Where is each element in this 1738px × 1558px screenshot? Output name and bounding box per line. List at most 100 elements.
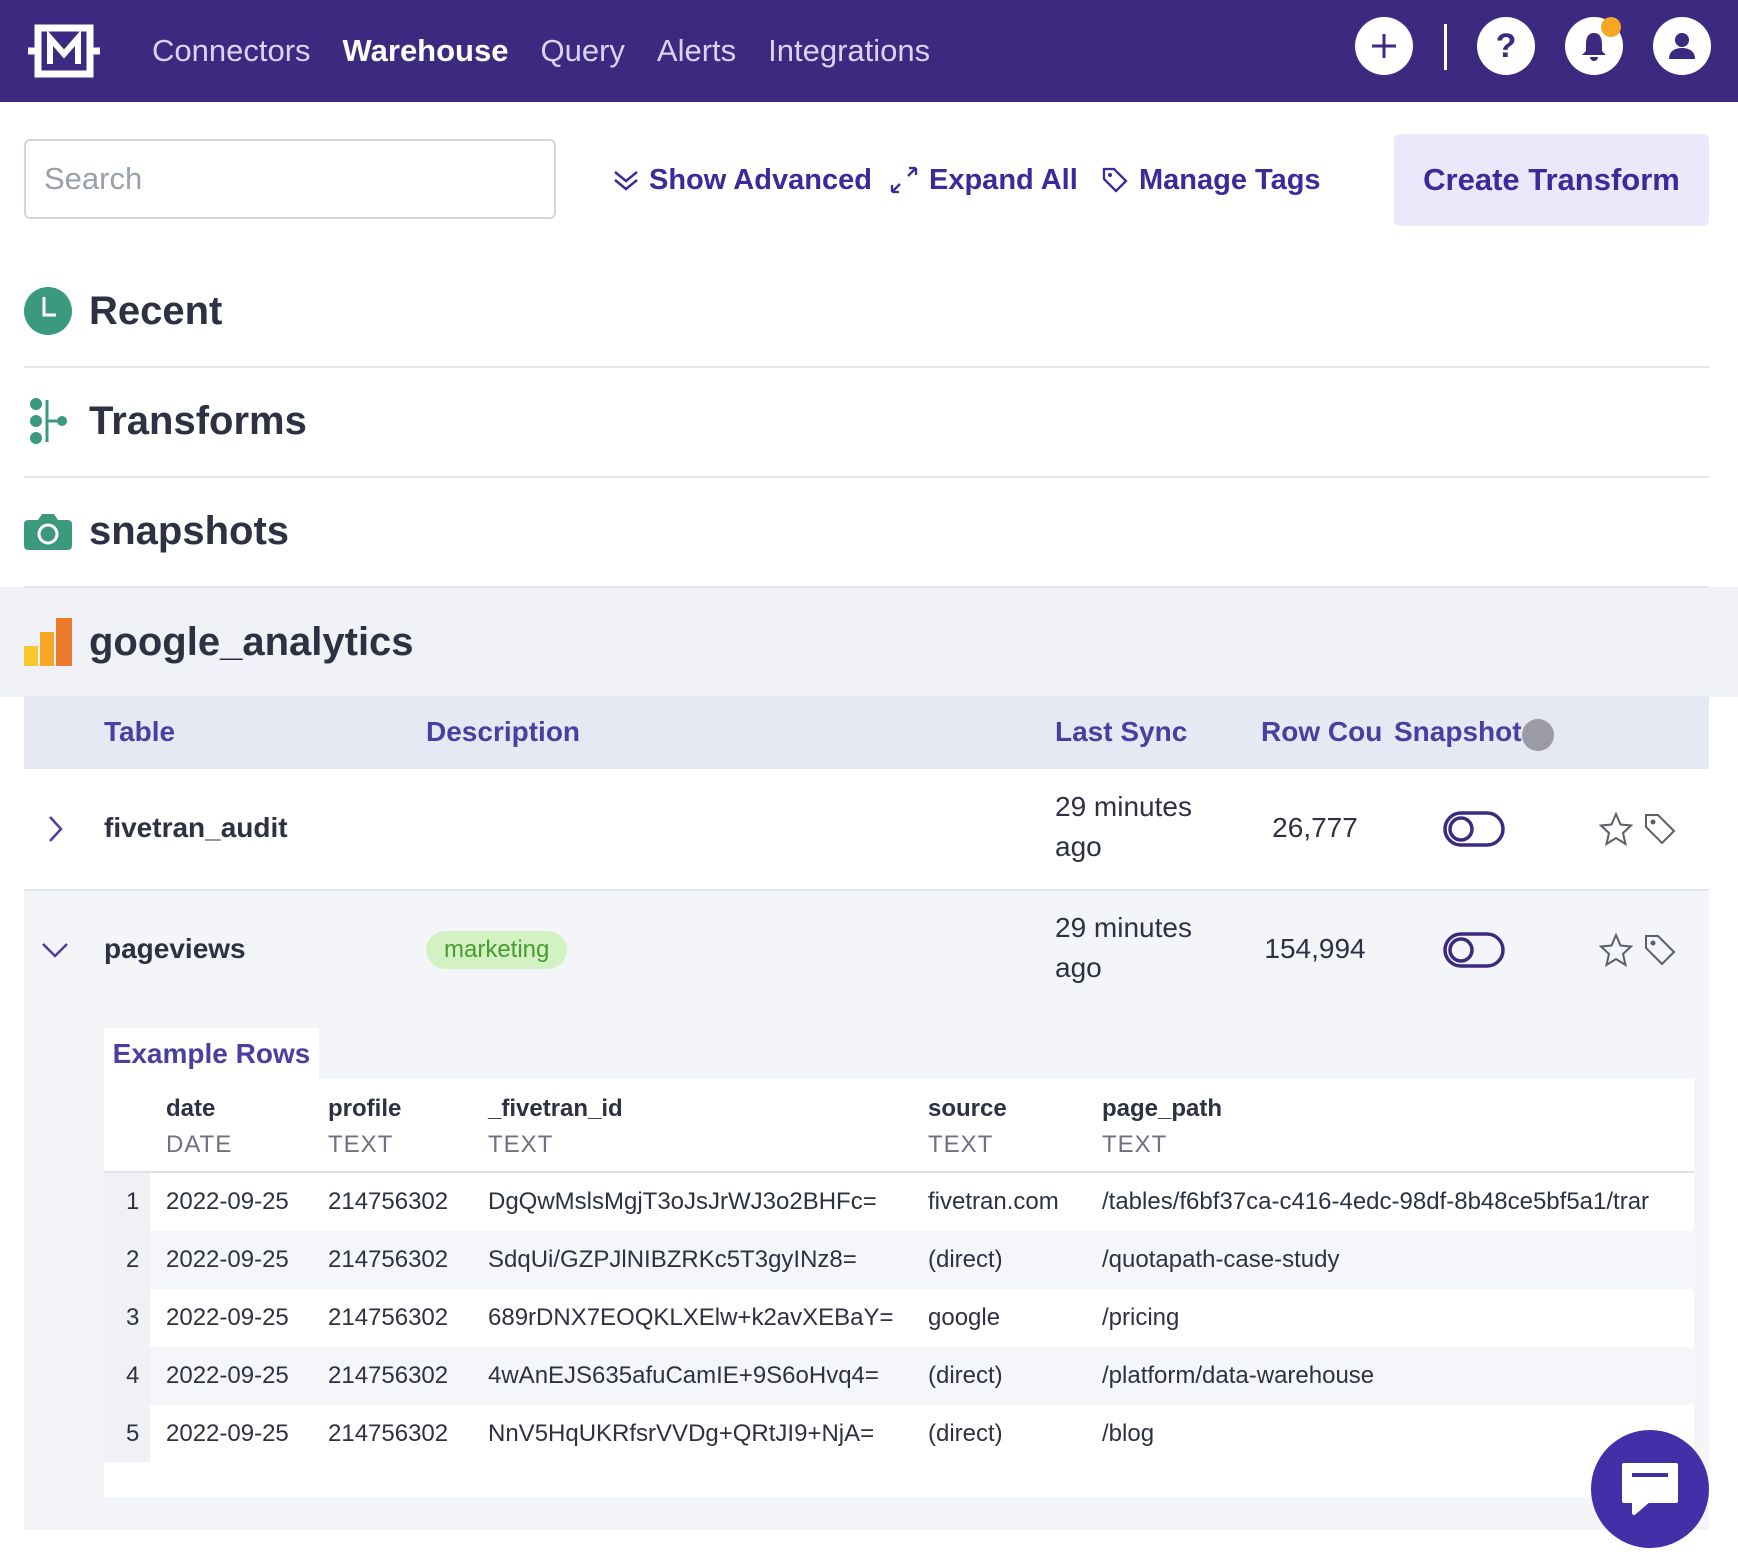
column-name: page_path: [1102, 1095, 1223, 1122]
notification-dot: [1601, 17, 1621, 37]
nav-items: Connectors Warehouse Query Alerts Integr…: [152, 0, 930, 102]
info-icon[interactable]: [1522, 719, 1554, 751]
row-index: 3: [126, 1304, 140, 1331]
top-nav: Connectors Warehouse Query Alerts Integr…: [0, 0, 1738, 102]
cell: NnV5HqUKRfsrVVDg+QRtJI9+NjA=: [488, 1420, 875, 1447]
section-title: Recent: [89, 288, 223, 333]
table-name[interactable]: fivetran_audit: [104, 812, 288, 843]
cell: /pricing: [1102, 1304, 1180, 1331]
divider: [24, 366, 1709, 368]
expand-chevron[interactable]: [42, 934, 68, 966]
snapshot-toggle[interactable]: [1443, 932, 1505, 968]
column-name: profile: [328, 1095, 402, 1122]
cell: 214756302: [328, 1304, 449, 1331]
row-shade: [150, 1347, 1694, 1405]
section-transforms[interactable]: Transforms: [0, 366, 1738, 476]
row-index: 4: [126, 1362, 140, 1389]
index-column: [104, 1172, 150, 1462]
tag-button[interactable]: [1643, 812, 1677, 846]
row-index: 1: [126, 1188, 140, 1215]
divider: [24, 586, 1709, 588]
column-name: source: [928, 1095, 1007, 1122]
cell: 2022-09-25: [166, 1362, 289, 1389]
cell: 2022-09-25: [166, 1246, 289, 1273]
tag: marketing: [426, 931, 568, 969]
section-title: Transforms: [89, 398, 307, 443]
column-header: Last Sync: [1055, 716, 1188, 747]
column-header: Row Cou: [1261, 716, 1383, 747]
cell: 4wAnEJS635afuCamIE+9S6oHvq4=: [488, 1362, 879, 1389]
table-header: [24, 696, 1709, 769]
column-header: Snapshot: [1394, 716, 1522, 747]
divider: [24, 476, 1709, 478]
nav-link[interactable]: Warehouse: [342, 33, 509, 68]
cell: /quotapath-case-study: [1102, 1246, 1340, 1273]
cell: SdqUi/GZPJlNIBZRKc5T3gyINz8=: [488, 1246, 857, 1273]
link-text: Expand All: [929, 163, 1078, 196]
section-title: google_analytics: [89, 619, 414, 664]
favorite-star[interactable]: [1598, 811, 1634, 847]
cell: (direct): [928, 1246, 1003, 1273]
column-name: date: [166, 1095, 216, 1122]
cell: /tables/f6bf37ca-c416-4edc-98df-8b48ce5b…: [1102, 1188, 1650, 1215]
cell: (direct): [928, 1362, 1003, 1389]
example-rows-panel: date DATE profile TEXT _fivetran_id TEXT sourc…: [104, 1079, 1694, 1497]
row-shade: [150, 1231, 1694, 1289]
column-header: Table: [104, 716, 176, 747]
example-rows-tab[interactable]: Example Rows: [104, 1028, 319, 1079]
cell: fivetran.com: [928, 1188, 1059, 1215]
last-sync: 29 minutes ago: [1055, 912, 1192, 983]
nav-link[interactable]: Query: [540, 33, 625, 68]
logo[interactable]: [24, 22, 104, 80]
section-google-analytics[interactable]: google_analytics: [0, 587, 1738, 697]
expand-chevron[interactable]: [42, 813, 68, 845]
favorite-star[interactable]: [1598, 932, 1634, 968]
cell: /blog: [1102, 1420, 1155, 1447]
tag-button[interactable]: [1643, 933, 1677, 967]
add-button[interactable]: [1355, 17, 1413, 75]
cell: DgQwMslsMgjT3oJsJrWJ3o2BHFc=: [488, 1188, 877, 1215]
cell: /platform/data-warehouse: [1102, 1362, 1375, 1389]
cell: (direct): [928, 1420, 1003, 1447]
column-type: TEXT: [928, 1131, 994, 1158]
section-recent[interactable]: Recent: [0, 256, 1738, 366]
row-count: 154,994: [1264, 933, 1366, 964]
row-count: 26,777: [1272, 812, 1358, 843]
section-title: snapshots: [89, 508, 290, 553]
section-snapshots[interactable]: snapshots: [0, 476, 1738, 586]
snapshot-toggle[interactable]: [1443, 811, 1505, 847]
cell: 2022-09-25: [166, 1420, 289, 1447]
profile-button[interactable]: [1653, 17, 1711, 75]
manage-tags[interactable]: Manage Tags: [1101, 160, 1321, 200]
last-sync: 29 minutes ago: [1055, 791, 1192, 862]
search-input[interactable]: Search: [24, 139, 556, 219]
nav-link[interactable]: Connectors: [152, 33, 311, 68]
nav-link[interactable]: Integrations: [768, 33, 931, 68]
cell: 214756302: [328, 1246, 449, 1273]
expand-all[interactable]: Expand All: [889, 160, 1078, 200]
column-type: TEXT: [1102, 1131, 1168, 1158]
row-index: 5: [126, 1420, 140, 1447]
chat-button[interactable]: [1591, 1430, 1709, 1548]
cell: 214756302: [328, 1188, 449, 1215]
column-header: Description: [426, 716, 581, 747]
link-text: Manage Tags: [1139, 163, 1321, 196]
divider: [24, 889, 1709, 891]
create-transform-button[interactable]: Create Transform: [1394, 134, 1709, 226]
table-name[interactable]: pageviews: [104, 933, 246, 964]
section-bg: [0, 587, 1738, 697]
link-text: Show Advanced: [649, 163, 872, 196]
help-button[interactable]: ?: [1477, 17, 1535, 75]
cell: 2022-09-25: [166, 1188, 289, 1215]
show-advanced[interactable]: Show Advanced: [613, 160, 872, 200]
row-index: 2: [126, 1246, 140, 1273]
cell: google: [928, 1304, 1001, 1331]
nav-link[interactable]: Alerts: [656, 33, 737, 68]
header-rule: [104, 1171, 1694, 1173]
cell: 689rDNX7EOQKLXElw+k2avXEBaY=: [488, 1304, 894, 1331]
column-type: DATE: [166, 1131, 233, 1158]
divider: [1444, 24, 1447, 70]
column-type: TEXT: [328, 1131, 394, 1158]
cell: 214756302: [328, 1420, 449, 1447]
